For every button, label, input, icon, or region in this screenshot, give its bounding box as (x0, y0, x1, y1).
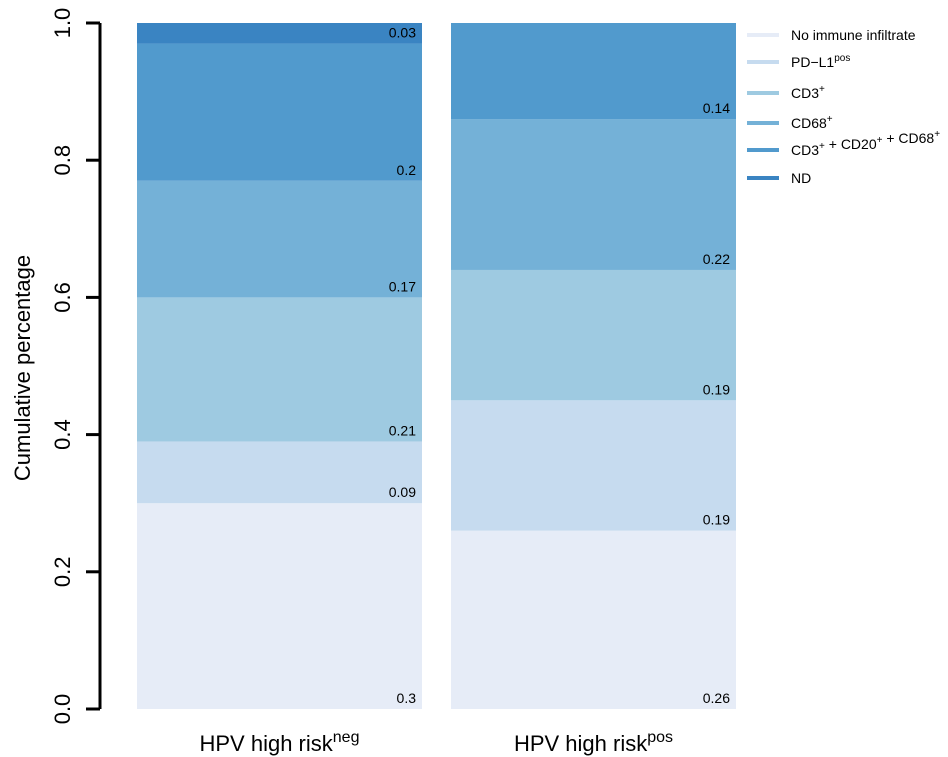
y-tick-label: 0.0 (50, 694, 75, 725)
bar-segment (451, 119, 736, 270)
y-tick-label: 0.2 (50, 557, 75, 588)
value-labels: 0.3 0.09 0.21 0.17 0.2 0.03 0.26 0.19 0.19 0.22 0.… (389, 25, 730, 706)
data-label: 0.17 (389, 278, 416, 294)
bar-segment (137, 503, 422, 709)
bar-segment (137, 441, 422, 504)
bar-segment (451, 23, 736, 120)
data-label: 0.03 (389, 25, 416, 41)
x-category-label-sup: neg (333, 729, 360, 746)
bar-segment (451, 269, 736, 401)
y-tick-label: 0.4 (50, 419, 75, 450)
bar-segment (137, 23, 422, 44)
data-label: 0.3 (397, 690, 417, 706)
data-label: 0.26 (703, 690, 730, 706)
legend-label: CD3+ (791, 84, 825, 101)
y-tick-label: 1.0 (50, 8, 75, 39)
bar-segment (137, 297, 422, 442)
bars (137, 23, 736, 709)
data-label: 0.2 (397, 162, 417, 178)
data-label: 0.22 (703, 251, 730, 267)
legend: No immune infiltrate PD−L1pos CD3+ CD68+CD3… (747, 27, 940, 186)
legend-label: No immune infiltrate (791, 27, 916, 43)
y-tick-label: 0.6 (50, 282, 75, 313)
data-label: 0.19 (703, 512, 730, 528)
legend-label: CD68+ (791, 114, 833, 131)
x-category-label: HPV high riskpos (514, 729, 673, 756)
x-axis-labels: HPV high riskneg HPV high riskpos (200, 729, 674, 756)
legend-label: CD3+ + CD20+ + CD68+ (791, 129, 940, 158)
legend-label: ND (791, 170, 811, 186)
bar-segment (137, 43, 422, 181)
data-label: 0.09 (389, 484, 416, 500)
bar-segment (137, 180, 422, 298)
x-category-label-text: HPV high risk (514, 731, 648, 756)
y-tick-label: 0.8 (50, 145, 75, 176)
data-label: 0.21 (389, 422, 416, 438)
bar-segment (451, 400, 736, 531)
data-label: 0.14 (703, 100, 730, 116)
y-axis: 0.0 0.2 0.4 0.6 0.8 1.0 (50, 8, 102, 725)
x-category-label-text: HPV high risk (200, 731, 334, 756)
x-category-label-sup: pos (647, 729, 673, 746)
data-label: 0.19 (703, 381, 730, 397)
bar-segment (451, 530, 736, 709)
y-axis-title: Cumulative percentage (10, 255, 35, 481)
x-category-label: HPV high riskneg (200, 729, 360, 756)
legend-label: PD−L1pos (791, 53, 850, 70)
